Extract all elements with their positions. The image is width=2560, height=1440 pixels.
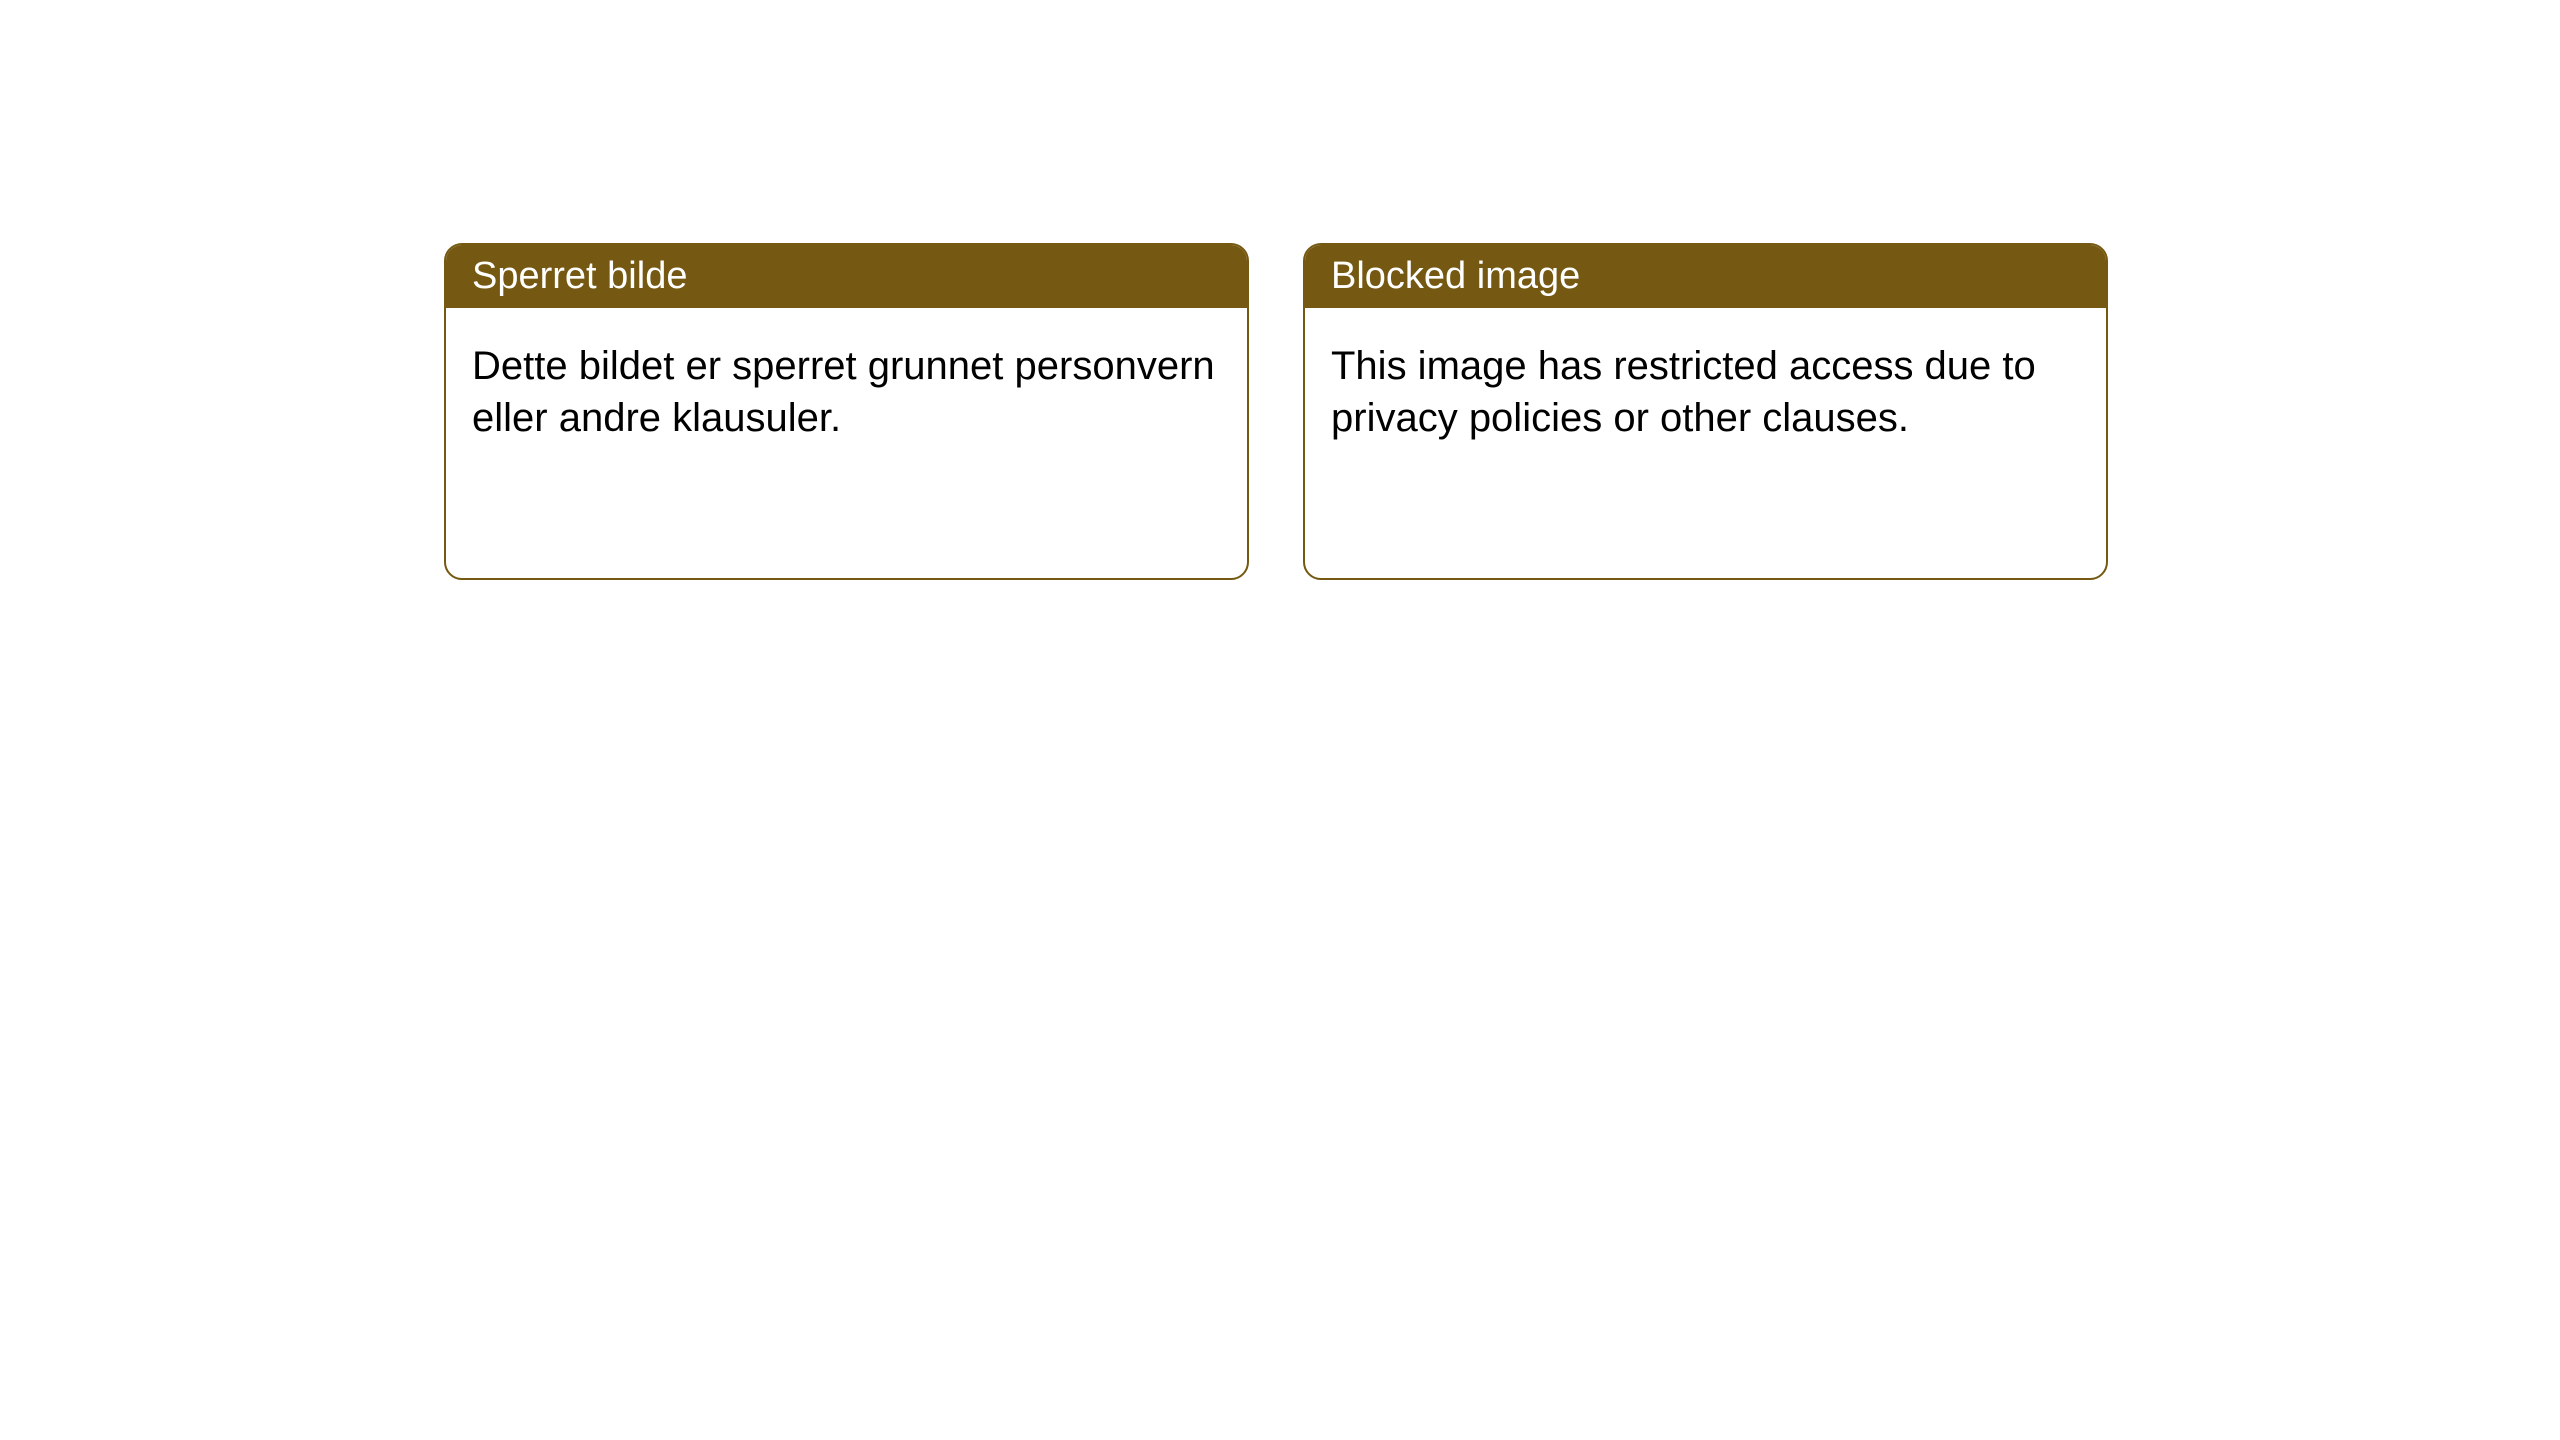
- notice-card-body: This image has restricted access due to …: [1305, 308, 2106, 476]
- notice-card-title: Sperret bilde: [446, 245, 1247, 308]
- notice-card-english: Blocked image This image has restricted …: [1303, 243, 2108, 580]
- notice-card-norwegian: Sperret bilde Dette bildet er sperret gr…: [444, 243, 1249, 580]
- notice-card-title: Blocked image: [1305, 245, 2106, 308]
- notice-card-body: Dette bildet er sperret grunnet personve…: [446, 308, 1247, 476]
- notice-container: Sperret bilde Dette bildet er sperret gr…: [0, 0, 2560, 580]
